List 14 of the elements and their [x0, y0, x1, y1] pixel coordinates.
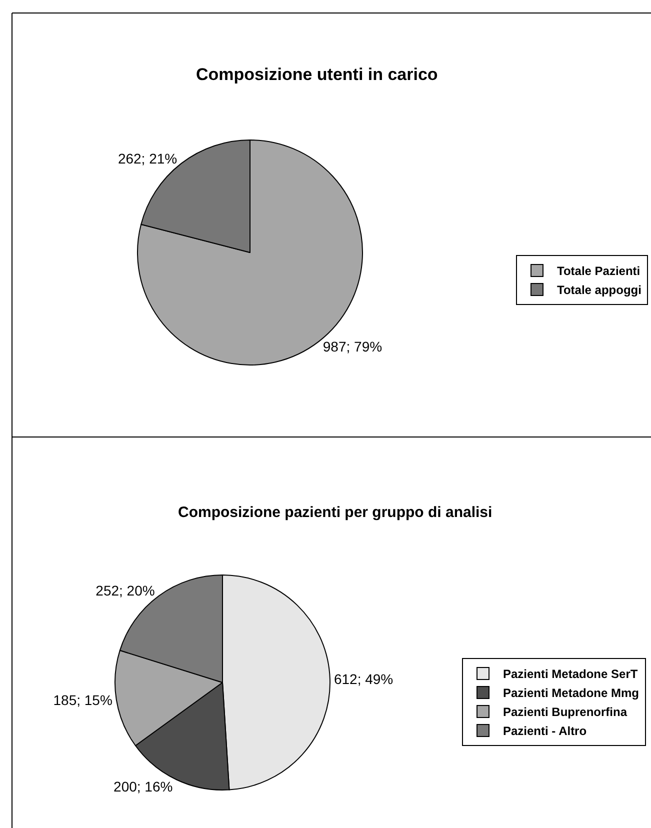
chart-title: Composizione utenti in carico: [196, 65, 438, 84]
legend-label: Pazienti Metadone SerT: [503, 667, 638, 682]
legend-label: Pazienti - Altro: [503, 724, 587, 738]
legend-label: Pazienti Buprenorfina: [503, 705, 628, 720]
legend-label: Totale Pazienti: [557, 264, 640, 278]
data-label: 612; 49%: [334, 671, 394, 688]
data-label: 987; 79%: [322, 338, 382, 354]
data-label: 185; 15%: [53, 692, 112, 708]
data-label: 252; 20%: [96, 582, 155, 599]
data-label: 262; 21%: [118, 150, 178, 167]
data-label: 200; 16%: [114, 778, 173, 794]
legend-label: Pazienti Metadone Mmg: [503, 686, 640, 700]
chart-title: Composizione pazienti per gruppo di analisi: [178, 504, 492, 521]
legend-label: Totale appoggi: [557, 283, 642, 298]
